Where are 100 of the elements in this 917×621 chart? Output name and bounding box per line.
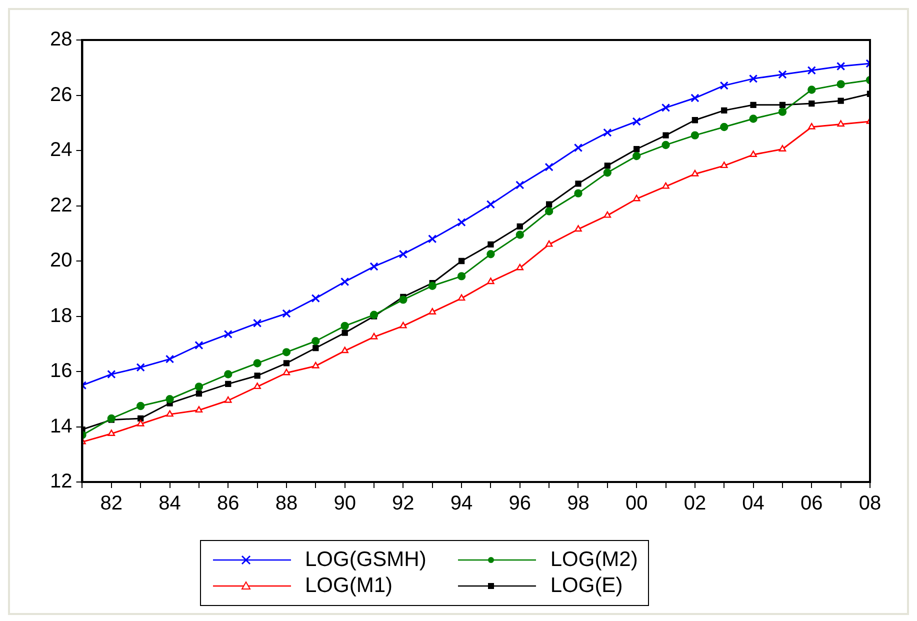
point xyxy=(574,225,582,232)
point xyxy=(224,370,232,378)
x-tick-label: 86 xyxy=(217,492,240,515)
point xyxy=(488,241,494,248)
point xyxy=(750,150,757,157)
point xyxy=(224,330,232,339)
point xyxy=(252,318,262,328)
point xyxy=(312,337,320,346)
point xyxy=(721,107,728,114)
point xyxy=(312,362,320,368)
point xyxy=(603,168,612,177)
point xyxy=(458,258,465,264)
point xyxy=(720,162,728,168)
point xyxy=(808,86,816,94)
point xyxy=(837,120,844,127)
y-tick-label: 22 xyxy=(50,194,72,216)
y-tick-label: 20 xyxy=(50,250,72,272)
point xyxy=(661,103,670,112)
point xyxy=(166,395,174,404)
point xyxy=(516,230,524,239)
x-tick-label: 94 xyxy=(450,492,473,515)
point xyxy=(779,102,786,108)
point xyxy=(750,102,756,108)
point xyxy=(545,240,553,247)
point xyxy=(749,114,758,123)
point xyxy=(312,344,319,352)
point xyxy=(282,368,290,376)
point xyxy=(400,322,407,328)
point xyxy=(282,348,291,356)
point xyxy=(632,152,641,160)
y-tick-label: 18 xyxy=(50,304,72,327)
y-tick-label: 14 xyxy=(50,415,72,438)
point xyxy=(662,132,669,138)
point xyxy=(224,396,232,403)
x-tick-label: 92 xyxy=(392,492,414,515)
point xyxy=(634,146,640,152)
point xyxy=(720,122,728,132)
legend-label: LOG(GSMH) xyxy=(305,547,426,573)
point xyxy=(311,294,320,303)
point xyxy=(136,363,145,372)
point xyxy=(544,207,554,216)
point xyxy=(778,108,787,116)
x-tick-label: 84 xyxy=(158,492,181,515)
point xyxy=(166,410,174,417)
point xyxy=(107,370,116,379)
y-tick-label: 26 xyxy=(50,84,72,106)
point xyxy=(195,406,203,413)
point xyxy=(341,346,348,354)
point xyxy=(136,420,144,426)
point xyxy=(662,182,670,189)
x-tick-label: 82 xyxy=(100,492,123,515)
point xyxy=(516,223,523,230)
point xyxy=(399,296,408,304)
x-tick-label: 90 xyxy=(334,492,356,515)
point xyxy=(808,100,815,107)
point xyxy=(194,340,204,350)
point xyxy=(838,98,844,104)
x-tick-label: 04 xyxy=(742,492,764,515)
point xyxy=(458,294,466,301)
point xyxy=(428,282,436,290)
point xyxy=(807,66,816,75)
point xyxy=(546,201,552,208)
x-tick-label: 08 xyxy=(858,492,882,515)
y-tick-label: 12 xyxy=(50,470,72,493)
point xyxy=(342,330,348,336)
point xyxy=(575,180,582,187)
point xyxy=(836,80,845,88)
point xyxy=(457,218,466,227)
point xyxy=(486,200,496,209)
point xyxy=(692,117,698,124)
point xyxy=(516,180,524,190)
point xyxy=(428,234,437,244)
point xyxy=(690,131,700,140)
point xyxy=(457,272,466,280)
point xyxy=(194,382,204,391)
point xyxy=(691,170,699,176)
point xyxy=(340,277,350,286)
point xyxy=(836,62,846,71)
point xyxy=(604,162,610,169)
y-tick-label: 16 xyxy=(50,360,72,382)
x-tick-label: 00 xyxy=(625,492,648,515)
point xyxy=(690,94,700,102)
point xyxy=(165,354,174,364)
point xyxy=(632,117,641,126)
point xyxy=(370,262,378,271)
point xyxy=(778,70,787,79)
point xyxy=(398,250,408,258)
point xyxy=(748,74,758,84)
x-tick-label: 96 xyxy=(508,492,532,515)
point xyxy=(574,189,582,198)
point xyxy=(808,122,816,130)
point xyxy=(428,308,436,314)
point xyxy=(603,128,612,137)
legend-label: LOG(E) xyxy=(550,573,623,599)
point xyxy=(516,264,524,270)
point xyxy=(108,430,116,436)
point xyxy=(254,382,261,390)
legend-label: LOG(M1) xyxy=(305,573,393,599)
point xyxy=(720,81,728,90)
point xyxy=(544,162,554,172)
